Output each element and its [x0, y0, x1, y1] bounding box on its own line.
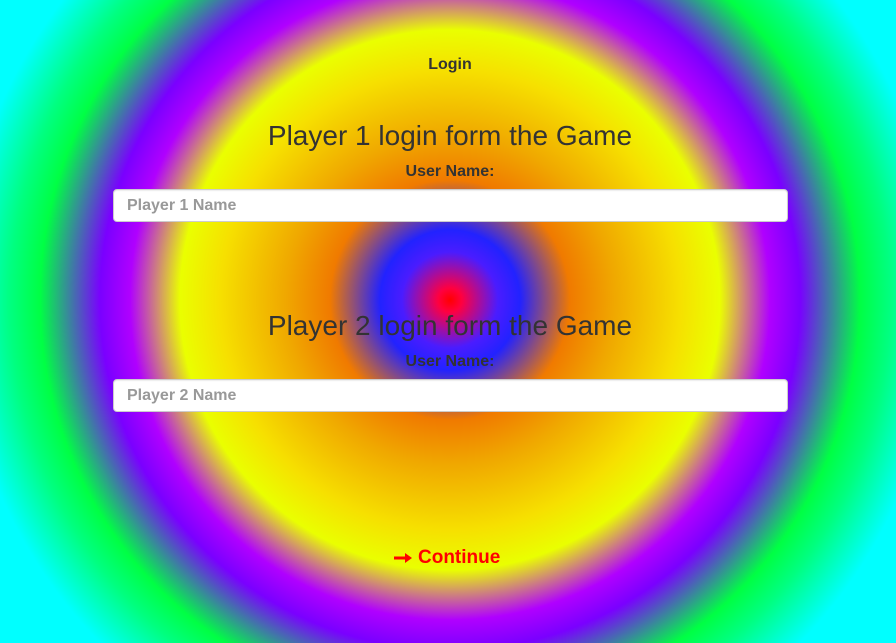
right-arrow-icon [394, 553, 412, 563]
player2-form-heading: Player 2 login form the Game [267, 310, 633, 341]
player1-name-input[interactable] [113, 189, 788, 222]
player2-name-input[interactable] [113, 379, 788, 412]
player1-username-label: User Name: [405, 163, 495, 180]
continue-label: Continue [418, 547, 501, 568]
page-title: Login [428, 56, 472, 73]
continue-button[interactable]: Continue [394, 545, 500, 571]
player1-form-heading: Player 1 login form the Game [267, 120, 633, 151]
player2-username-label: User Name: [405, 353, 495, 370]
